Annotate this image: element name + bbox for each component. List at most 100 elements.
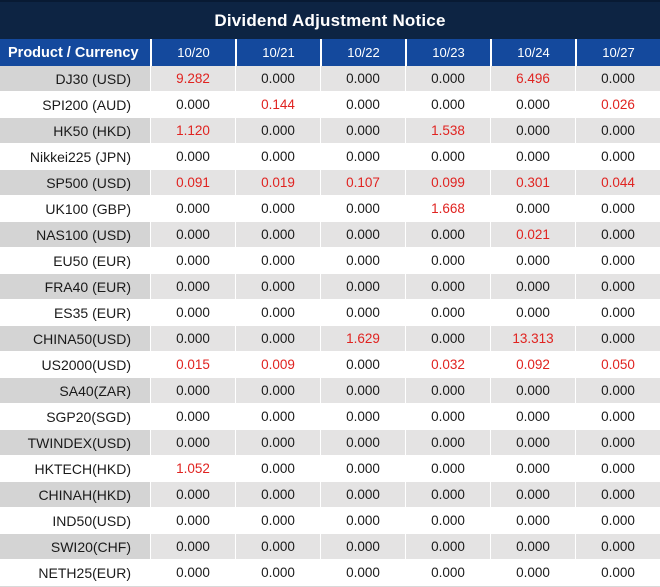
table-row: SGP20(SGD) 0.000 0.000 0.000 0.000 0.000 0.000 <box>0 404 660 430</box>
product-label: FRA40 (EUR) <box>0 274 150 299</box>
dividend-value-cell: 0.000 <box>320 92 405 117</box>
dividend-value-cell: 0.000 <box>405 92 490 117</box>
dividend-value-cell: 0.000 <box>150 404 235 429</box>
dividend-value-cell: 1.668 <box>405 196 490 221</box>
dividend-value-cell: 0.000 <box>235 482 320 507</box>
dividend-value-cell: 0.000 <box>405 66 490 91</box>
dividend-value-cell: 0.000 <box>235 222 320 247</box>
date-column-header: 10/23 <box>405 39 490 66</box>
dividend-value-cell: 0.000 <box>490 560 575 585</box>
dividend-value-cell: 0.000 <box>575 508 660 533</box>
dividend-value-cell: 0.000 <box>405 560 490 585</box>
table-row: HKTECH(HKD) 1.052 0.000 0.000 0.000 0.000 0.00… <box>0 456 660 482</box>
dividend-value-cell: 0.000 <box>235 144 320 169</box>
dividend-value-cell: 0.000 <box>490 196 575 221</box>
dividend-value-cell: 0.000 <box>150 196 235 221</box>
product-label: NETH25(EUR) <box>0 560 150 585</box>
dividend-value-cell: 6.496 <box>490 66 575 91</box>
dividend-value-cell: 0.000 <box>490 300 575 325</box>
dividend-value-cell: 0.009 <box>235 352 320 377</box>
table-row: HK50 (HKD) 1.120 0.000 0.000 1.538 0.000 0.000 <box>0 118 660 144</box>
dividend-value-cell: 13.313 <box>490 326 575 351</box>
dividend-value-cell: 0.000 <box>320 352 405 377</box>
dividend-value-cell: 0.000 <box>490 92 575 117</box>
dividend-value-cell: 0.000 <box>320 404 405 429</box>
dividend-value-cell: 0.000 <box>150 482 235 507</box>
dividend-value-cell: 0.000 <box>320 534 405 559</box>
dividend-value-cell: 0.000 <box>405 248 490 273</box>
dividend-value-cell: 0.000 <box>320 118 405 143</box>
dividend-value-cell: 0.000 <box>320 482 405 507</box>
dividend-value-cell: 0.000 <box>405 222 490 247</box>
dividend-value-cell: 0.000 <box>575 378 660 403</box>
dividend-value-cell: 0.000 <box>405 404 490 429</box>
dividend-value-cell: 1.052 <box>150 456 235 481</box>
table-row: Nikkei225 (JPN) 0.000 0.000 0.000 0.000 0.000… <box>0 144 660 170</box>
dividend-value-cell: 0.000 <box>405 456 490 481</box>
product-label: ES35 (EUR) <box>0 300 150 325</box>
dividend-value-cell: 1.629 <box>320 326 405 351</box>
dividend-value-cell: 0.000 <box>490 456 575 481</box>
product-label: DJ30 (USD) <box>0 66 150 91</box>
dividend-value-cell: 0.000 <box>150 378 235 403</box>
table-row: DJ30 (USD) 9.282 0.000 0.000 0.000 6.496 0.000 <box>0 66 660 92</box>
product-label: UK100 (GBP) <box>0 196 150 221</box>
dividend-value-cell: 0.000 <box>150 430 235 455</box>
dividend-value-cell: 1.538 <box>405 118 490 143</box>
dividend-value-cell: 0.000 <box>405 378 490 403</box>
product-label: IND50(USD) <box>0 508 150 533</box>
dividend-value-cell: 0.000 <box>490 378 575 403</box>
product-label: SP500 (USD) <box>0 170 150 195</box>
dividend-value-cell: 0.000 <box>150 222 235 247</box>
dividend-value-cell: 0.000 <box>490 404 575 429</box>
dividend-value-cell: 0.144 <box>235 92 320 117</box>
dividend-value-cell: 0.000 <box>320 300 405 325</box>
dividend-value-cell: 1.120 <box>150 118 235 143</box>
table-row: SP500 (USD) 0.091 0.019 0.107 0.099 0.301 0.04… <box>0 170 660 196</box>
dividend-value-cell: 0.000 <box>490 430 575 455</box>
dividend-value-cell: 0.000 <box>490 508 575 533</box>
date-column-header: 10/22 <box>320 39 405 66</box>
product-label: SPI200 (AUD) <box>0 92 150 117</box>
dividend-value-cell: 0.050 <box>575 352 660 377</box>
dividend-value-cell: 0.000 <box>235 456 320 481</box>
dividend-value-cell: 0.091 <box>150 170 235 195</box>
dividend-value-cell: 0.000 <box>150 248 235 273</box>
dividend-value-cell: 0.000 <box>235 66 320 91</box>
product-label: SA40(ZAR) <box>0 378 150 403</box>
dividend-value-cell: 0.000 <box>320 430 405 455</box>
dividend-value-cell: 0.000 <box>235 430 320 455</box>
product-label: CHINA50(USD) <box>0 326 150 351</box>
date-column-header: 10/27 <box>575 39 660 66</box>
dividend-value-cell: 0.000 <box>490 144 575 169</box>
dividend-value-cell: 0.000 <box>320 248 405 273</box>
dividend-value-cell: 0.000 <box>575 430 660 455</box>
dividend-value-cell: 0.000 <box>575 404 660 429</box>
date-column-header: 10/21 <box>235 39 320 66</box>
dividend-value-cell: 0.107 <box>320 170 405 195</box>
dividend-value-cell: 0.000 <box>150 508 235 533</box>
dividend-value-cell: 0.000 <box>575 560 660 585</box>
dividend-value-cell: 0.000 <box>235 326 320 351</box>
dividend-value-cell: 0.000 <box>150 300 235 325</box>
table-header-row: Product / Currency 10/20 10/21 10/22 10/23 1… <box>0 39 660 66</box>
dividend-value-cell: 0.000 <box>235 274 320 299</box>
table-body: DJ30 (USD) 9.282 0.000 0.000 0.000 6.496 0.000… <box>0 66 660 586</box>
dividend-value-cell: 0.000 <box>235 508 320 533</box>
dividend-value-cell: 0.000 <box>490 482 575 507</box>
dividend-value-cell: 0.092 <box>490 352 575 377</box>
dividend-value-cell: 0.000 <box>150 144 235 169</box>
dividend-value-cell: 0.015 <box>150 352 235 377</box>
dividend-value-cell: 0.000 <box>235 248 320 273</box>
dividend-value-cell: 0.000 <box>490 274 575 299</box>
dividend-value-cell: 0.000 <box>490 248 575 273</box>
dividend-value-cell: 0.000 <box>575 274 660 299</box>
table-row: SPI200 (AUD) 0.000 0.144 0.000 0.000 0.000 0.0… <box>0 92 660 118</box>
dividend-value-cell: 0.026 <box>575 92 660 117</box>
dividend-value-cell: 0.000 <box>150 92 235 117</box>
dividend-value-cell: 0.000 <box>575 66 660 91</box>
dividend-value-cell: 0.000 <box>320 378 405 403</box>
product-label: EU50 (EUR) <box>0 248 150 273</box>
dividend-value-cell: 0.000 <box>320 274 405 299</box>
